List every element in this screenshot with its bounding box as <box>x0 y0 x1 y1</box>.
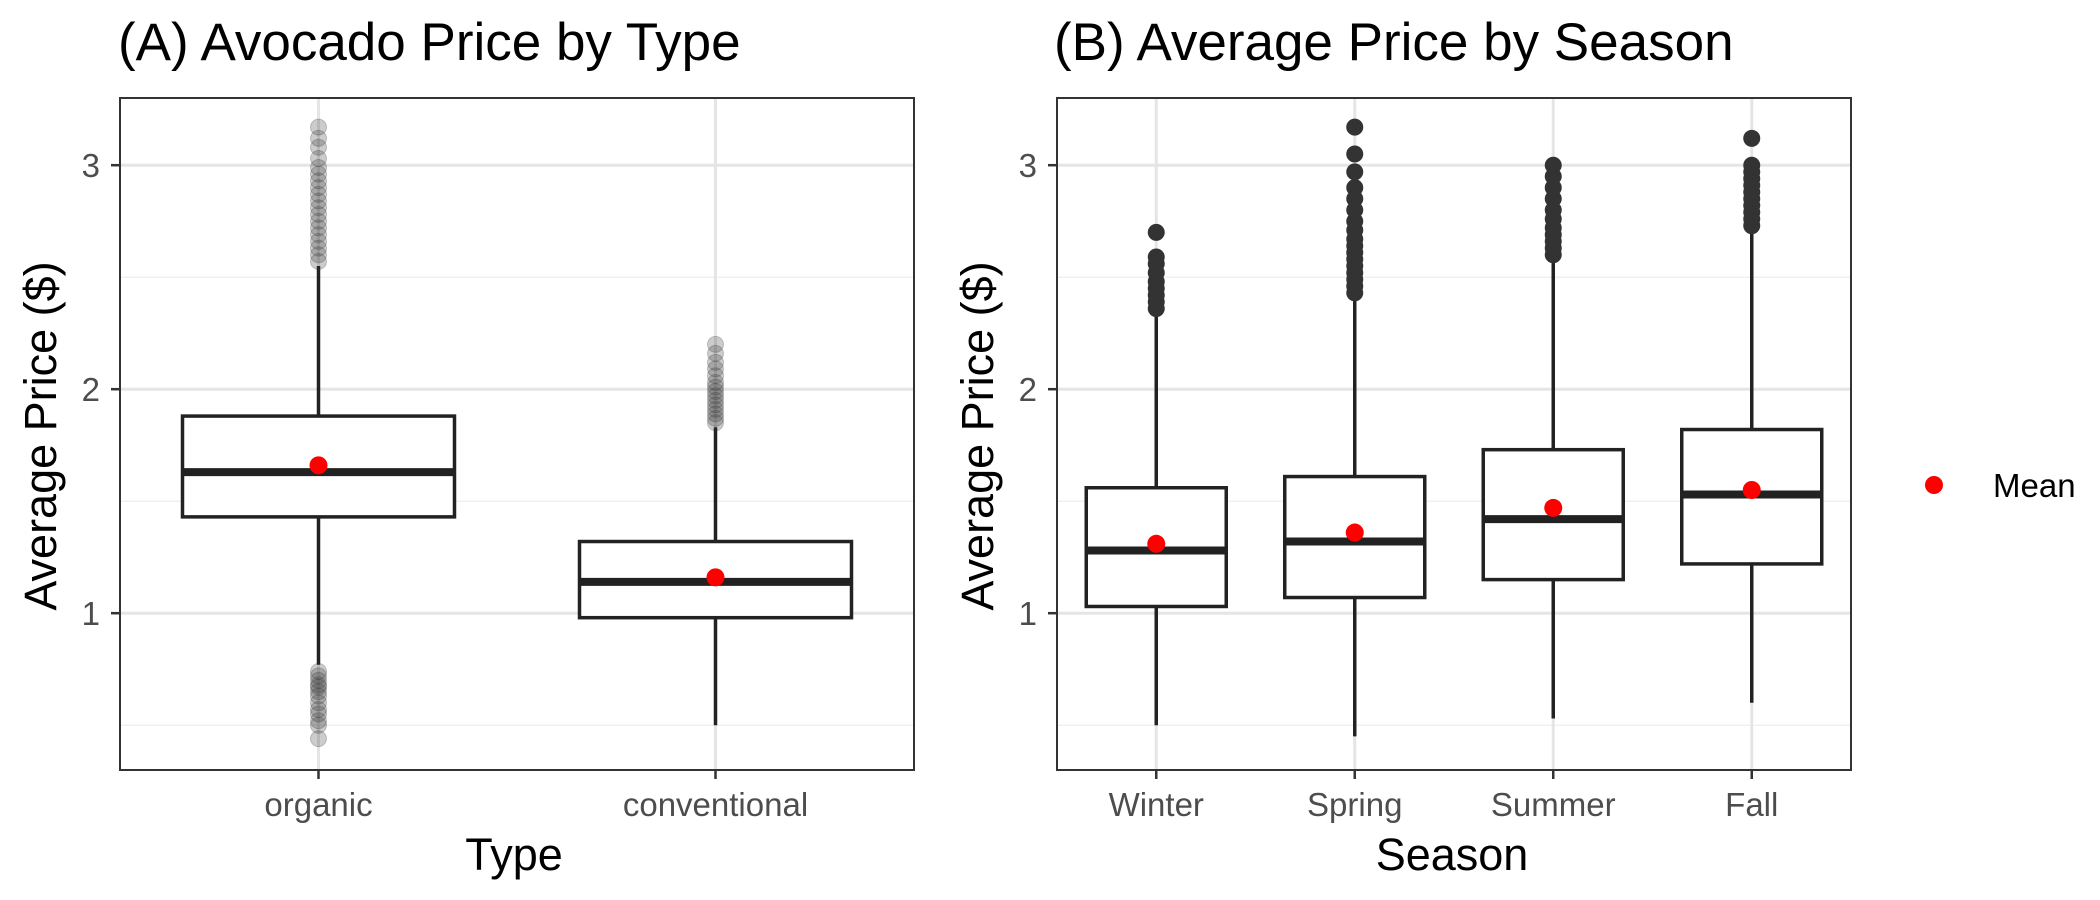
outlier-point-spring <box>1346 179 1364 197</box>
panel-b-title: (B) Average Price by Season <box>1054 13 1734 72</box>
outlier-point-organic <box>310 246 327 264</box>
outlier-point-organic <box>310 683 327 701</box>
panel-b-x-tick-label: Summer <box>1491 786 1616 823</box>
outlier-point-conventional <box>707 367 724 385</box>
outlier-point-spring <box>1346 163 1364 181</box>
outlier-point-organic <box>310 172 327 190</box>
panel-b-y-tick-label: 1 <box>1019 595 1037 632</box>
panel-a-x-tick-label: organic <box>264 786 372 823</box>
outlier-point-conventional <box>707 414 724 432</box>
outlier-point-organic <box>310 687 327 705</box>
outlier-point-conventional <box>707 360 724 378</box>
outlier-point-conventional <box>707 344 724 362</box>
panel-b-y-tick-label: 2 <box>1019 371 1037 408</box>
panel-b: (B) Average Price by Season Average Pric… <box>952 13 1852 880</box>
outlier-point-organic <box>310 705 327 723</box>
panel-b-x-tick-label: Fall <box>1725 786 1778 823</box>
legend-mean-marker <box>1925 476 1943 494</box>
outlier-point-spring <box>1346 118 1364 136</box>
outlier-point-conventional <box>707 373 724 391</box>
panel-a-axes: 1 2 3 organic conventional <box>82 147 809 823</box>
outlier-point-organic <box>310 226 327 244</box>
outlier-point-organic <box>310 179 327 197</box>
panel-b-x-tick-label: Spring <box>1307 786 1402 823</box>
outlier-point-organic <box>310 232 327 250</box>
outlier-point-conventional <box>707 400 724 418</box>
outlier-point-conventional <box>707 382 724 400</box>
panel-a-y-tick-label: 3 <box>82 147 100 184</box>
outlier-point-organic <box>310 205 327 223</box>
outlier-point-organic <box>310 662 327 680</box>
panel-b-x-tick-label: Winter <box>1109 786 1204 823</box>
outlier-point-organic <box>310 701 327 719</box>
panel-a: (A) Avocado Price by Type Average Price … <box>15 13 915 880</box>
panel-a-border <box>119 97 915 771</box>
outlier-point-organic <box>310 138 327 156</box>
outlier-point-winter <box>1147 248 1165 266</box>
mean-marker-conventional <box>706 568 725 587</box>
outlier-point-winter <box>1147 223 1165 241</box>
panel-a-title: (A) Avocado Price by Type <box>118 13 741 72</box>
outlier-point-organic <box>310 239 327 257</box>
outlier-point-fall <box>1743 129 1761 147</box>
outlier-point-organic <box>310 678 327 696</box>
outlier-point-conventional <box>707 391 724 409</box>
panel-a-plot <box>180 118 854 748</box>
panel-a-y-axis-title: Average Price ($) <box>15 261 66 610</box>
outlier-point-organic <box>310 219 327 237</box>
outlier-point-organic <box>310 253 327 271</box>
outlier-point-conventional <box>707 409 724 427</box>
outlier-point-organic <box>310 676 327 694</box>
panel-b-y-tick-label: 3 <box>1019 147 1037 184</box>
outlier-point-organic <box>310 118 327 136</box>
panel-b-border <box>1056 97 1852 771</box>
outlier-point-spring <box>1346 145 1364 163</box>
outlier-point-organic <box>310 185 327 203</box>
mean-marker-spring <box>1345 523 1364 542</box>
panel-b-axes: 1 2 3 Winter Spring Summer Fall <box>1019 147 1779 823</box>
outlier-point-conventional <box>707 335 724 353</box>
outlier-point-organic <box>310 149 327 167</box>
legend-label: Mean <box>1993 467 2076 504</box>
mean-marker-fall <box>1742 481 1761 499</box>
outlier-point-organic <box>310 667 327 685</box>
mean-marker-summer <box>1544 498 1563 517</box>
outlier-point-conventional <box>707 353 724 371</box>
outlier-point-organic <box>310 671 327 689</box>
panel-a-x-tick-label: conventional <box>623 786 808 823</box>
outlier-point-organic <box>310 712 327 730</box>
outlier-point-organic <box>310 165 327 183</box>
panel-a-x-axis-title: Type <box>465 829 563 880</box>
panel-a-y-tick-label: 2 <box>82 371 100 408</box>
panel-b-plot <box>1084 118 1824 737</box>
mean-marker-winter <box>1147 534 1166 553</box>
outlier-point-summer <box>1544 156 1562 174</box>
outlier-point-organic <box>310 694 327 712</box>
outlier-point-organic <box>310 199 327 217</box>
outlier-point-organic <box>310 730 327 748</box>
outlier-point-conventional <box>707 378 724 396</box>
outlier-point-fall <box>1743 156 1761 174</box>
outlier-point-organic <box>310 716 327 734</box>
legend: Mean <box>1925 467 2076 504</box>
outlier-point-organic <box>310 158 327 176</box>
outlier-point-conventional <box>707 387 724 405</box>
panel-b-x-axis-title: Season <box>1376 829 1529 880</box>
outlier-point-conventional <box>707 405 724 423</box>
outlier-point-organic <box>310 129 327 147</box>
mean-marker-organic <box>309 456 328 475</box>
outlier-point-conventional <box>707 396 724 414</box>
outlier-point-organic <box>310 192 327 210</box>
panel-a-y-tick-label: 1 <box>82 595 100 632</box>
outlier-point-organic <box>310 212 327 230</box>
panel-b-y-axis-title: Average Price ($) <box>952 261 1003 610</box>
